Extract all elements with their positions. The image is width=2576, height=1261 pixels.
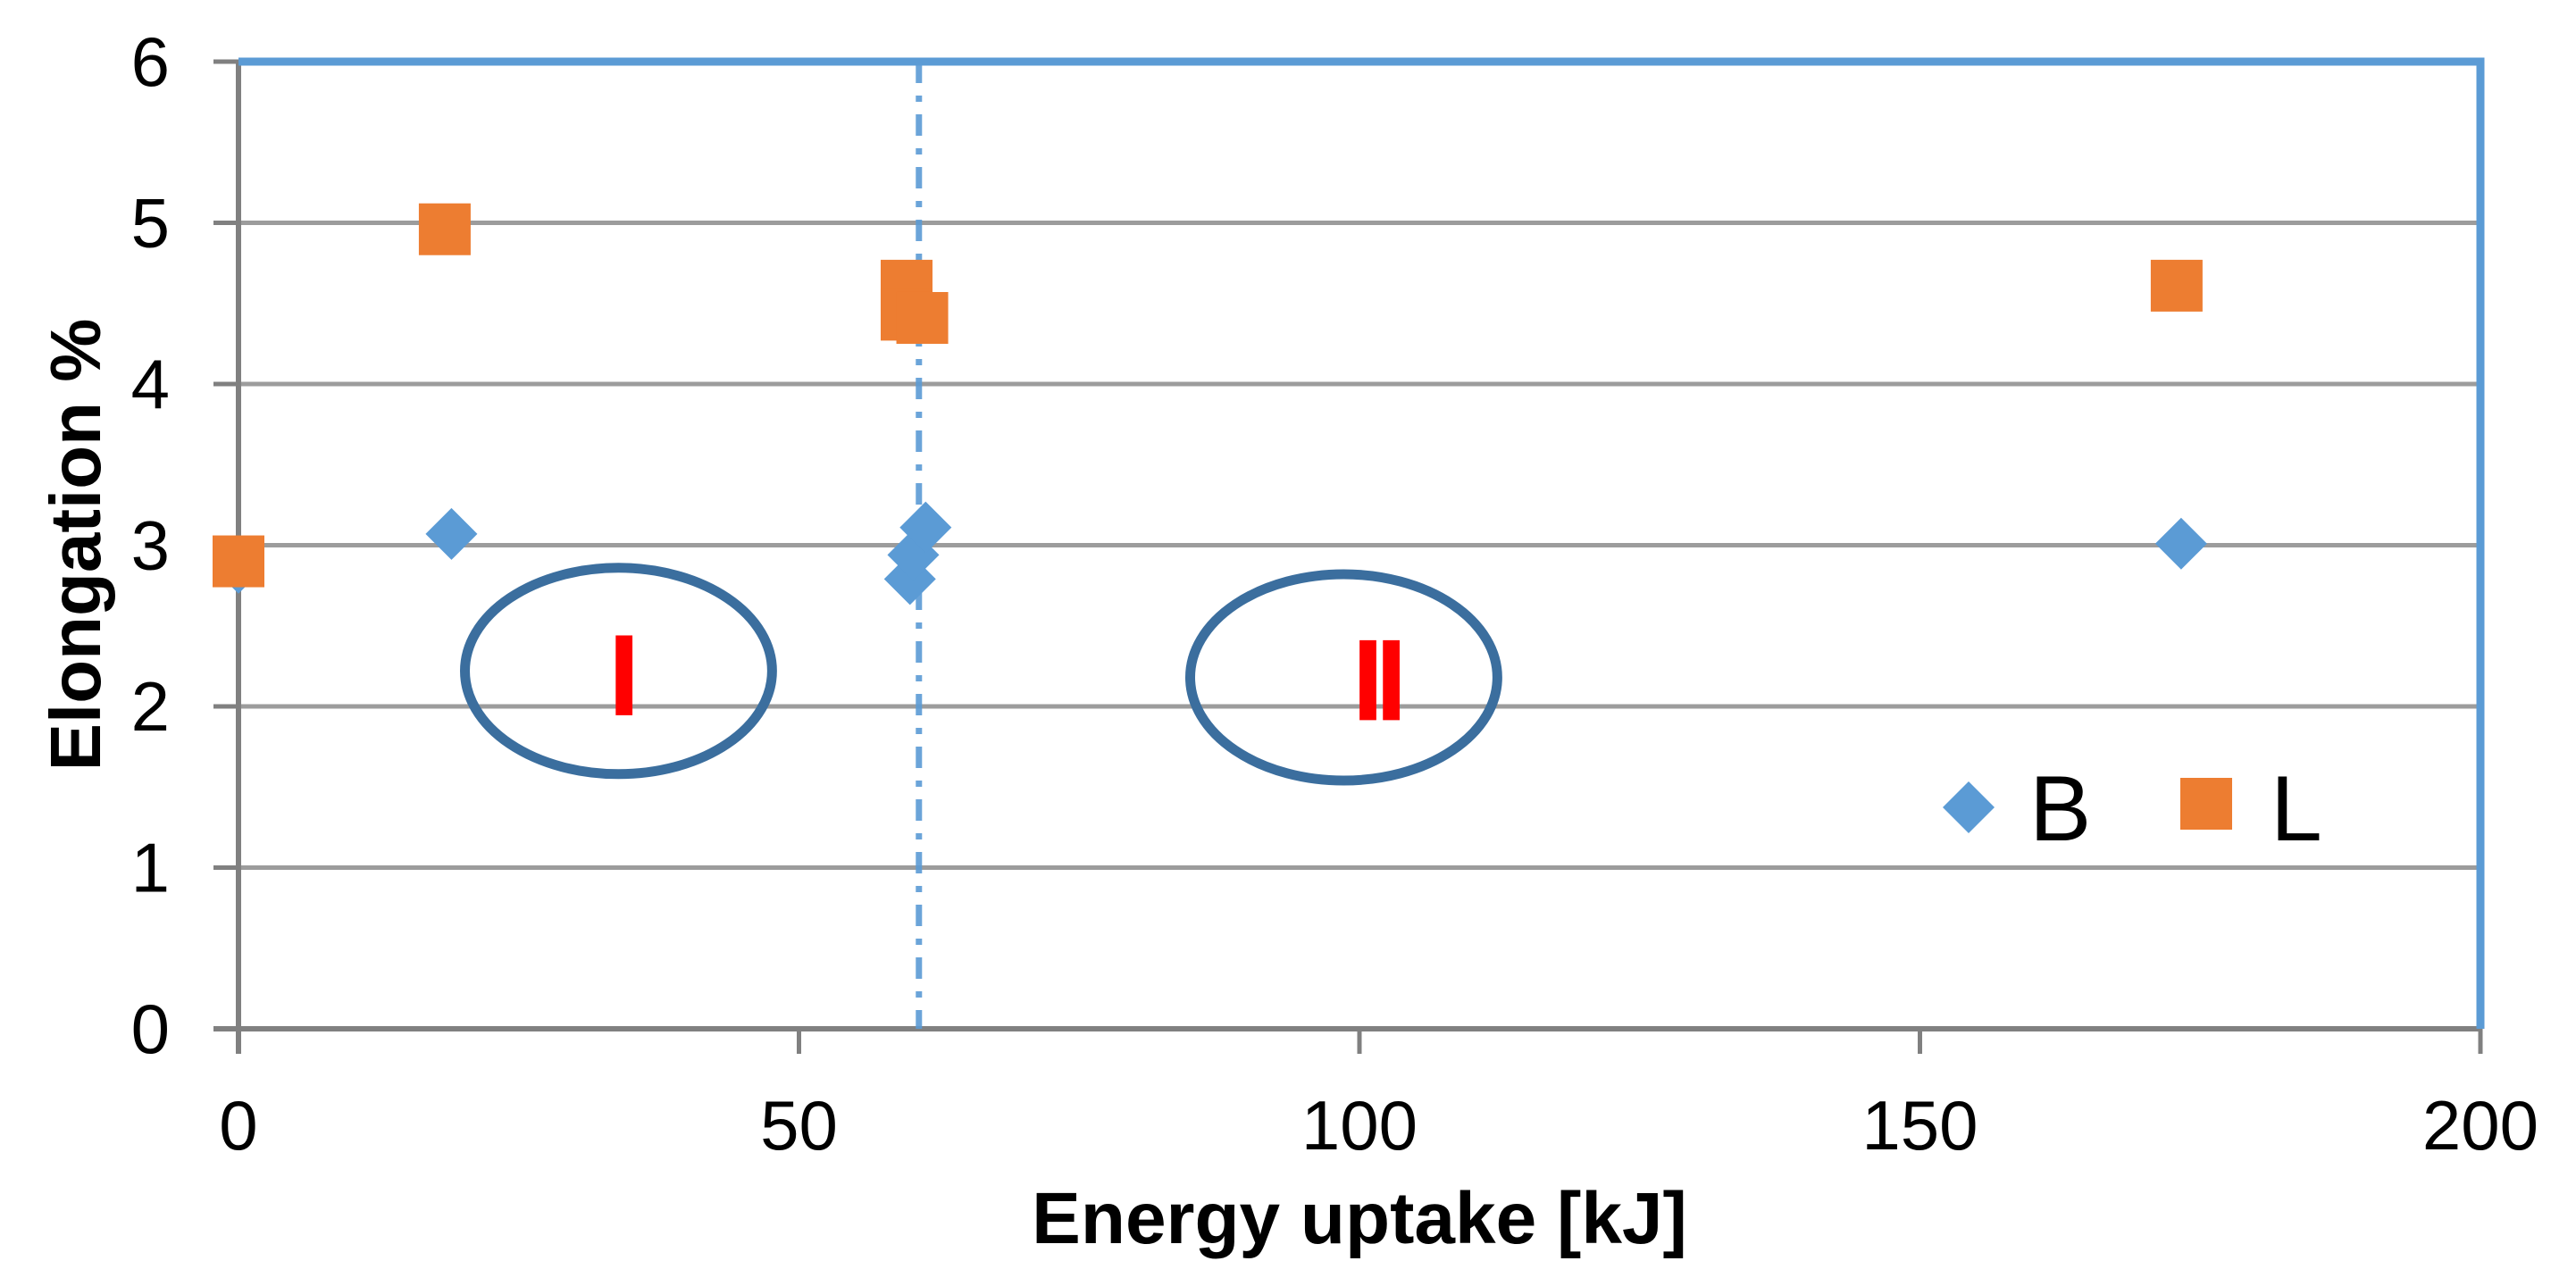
- x-axis-title: Energy uptake [kJ]: [1032, 1178, 1687, 1259]
- group-label-I: I: [608, 610, 633, 740]
- y-tick-label: 5: [131, 184, 170, 263]
- x-tick-label: 150: [1861, 1086, 1978, 1165]
- data-point-L: [2150, 259, 2203, 312]
- data-point-L: [213, 535, 264, 588]
- axes: [213, 59, 2483, 1054]
- x-tick-label: 200: [2422, 1086, 2538, 1165]
- gridlines: [238, 221, 2480, 870]
- legend-label-L: L: [2271, 757, 2322, 861]
- group-ellipse-II: [1184, 569, 1502, 786]
- x-tick-label: 50: [760, 1086, 838, 1165]
- legend-label-B: B: [2029, 757, 2091, 861]
- plot-border-line: [238, 57, 2485, 1029]
- plot-border: [238, 57, 2485, 1029]
- y-tick-label: 4: [131, 345, 170, 423]
- y-tick-label: 3: [131, 506, 170, 585]
- data-point-L: [896, 291, 949, 344]
- data-point-L: [418, 203, 471, 255]
- y-tick-label: 6: [131, 22, 170, 101]
- data-point-B: [2154, 517, 2207, 570]
- y-tick-label: 1: [131, 829, 170, 907]
- legend-marker-B: [1943, 781, 1995, 833]
- data-point-B: [899, 501, 952, 554]
- x-tick-label: 100: [1301, 1086, 1418, 1165]
- y-axis-title: Elongation %: [36, 319, 115, 772]
- legend-marker-L: [2180, 778, 2232, 830]
- y-tick-label: 0: [131, 990, 170, 1068]
- y-tick-label: 2: [131, 667, 170, 746]
- group-ellipse-I: [460, 563, 777, 780]
- data-point-B: [425, 507, 478, 560]
- series-layer: [213, 203, 2207, 605]
- axis-labels: 0 50 100 150 200 0 1 2 3 4 5 6 Energy uptake [kJ] Elo…: [36, 22, 2538, 1259]
- group-label-II: II: [1351, 614, 1400, 745]
- x-tick-label: 0: [219, 1086, 257, 1165]
